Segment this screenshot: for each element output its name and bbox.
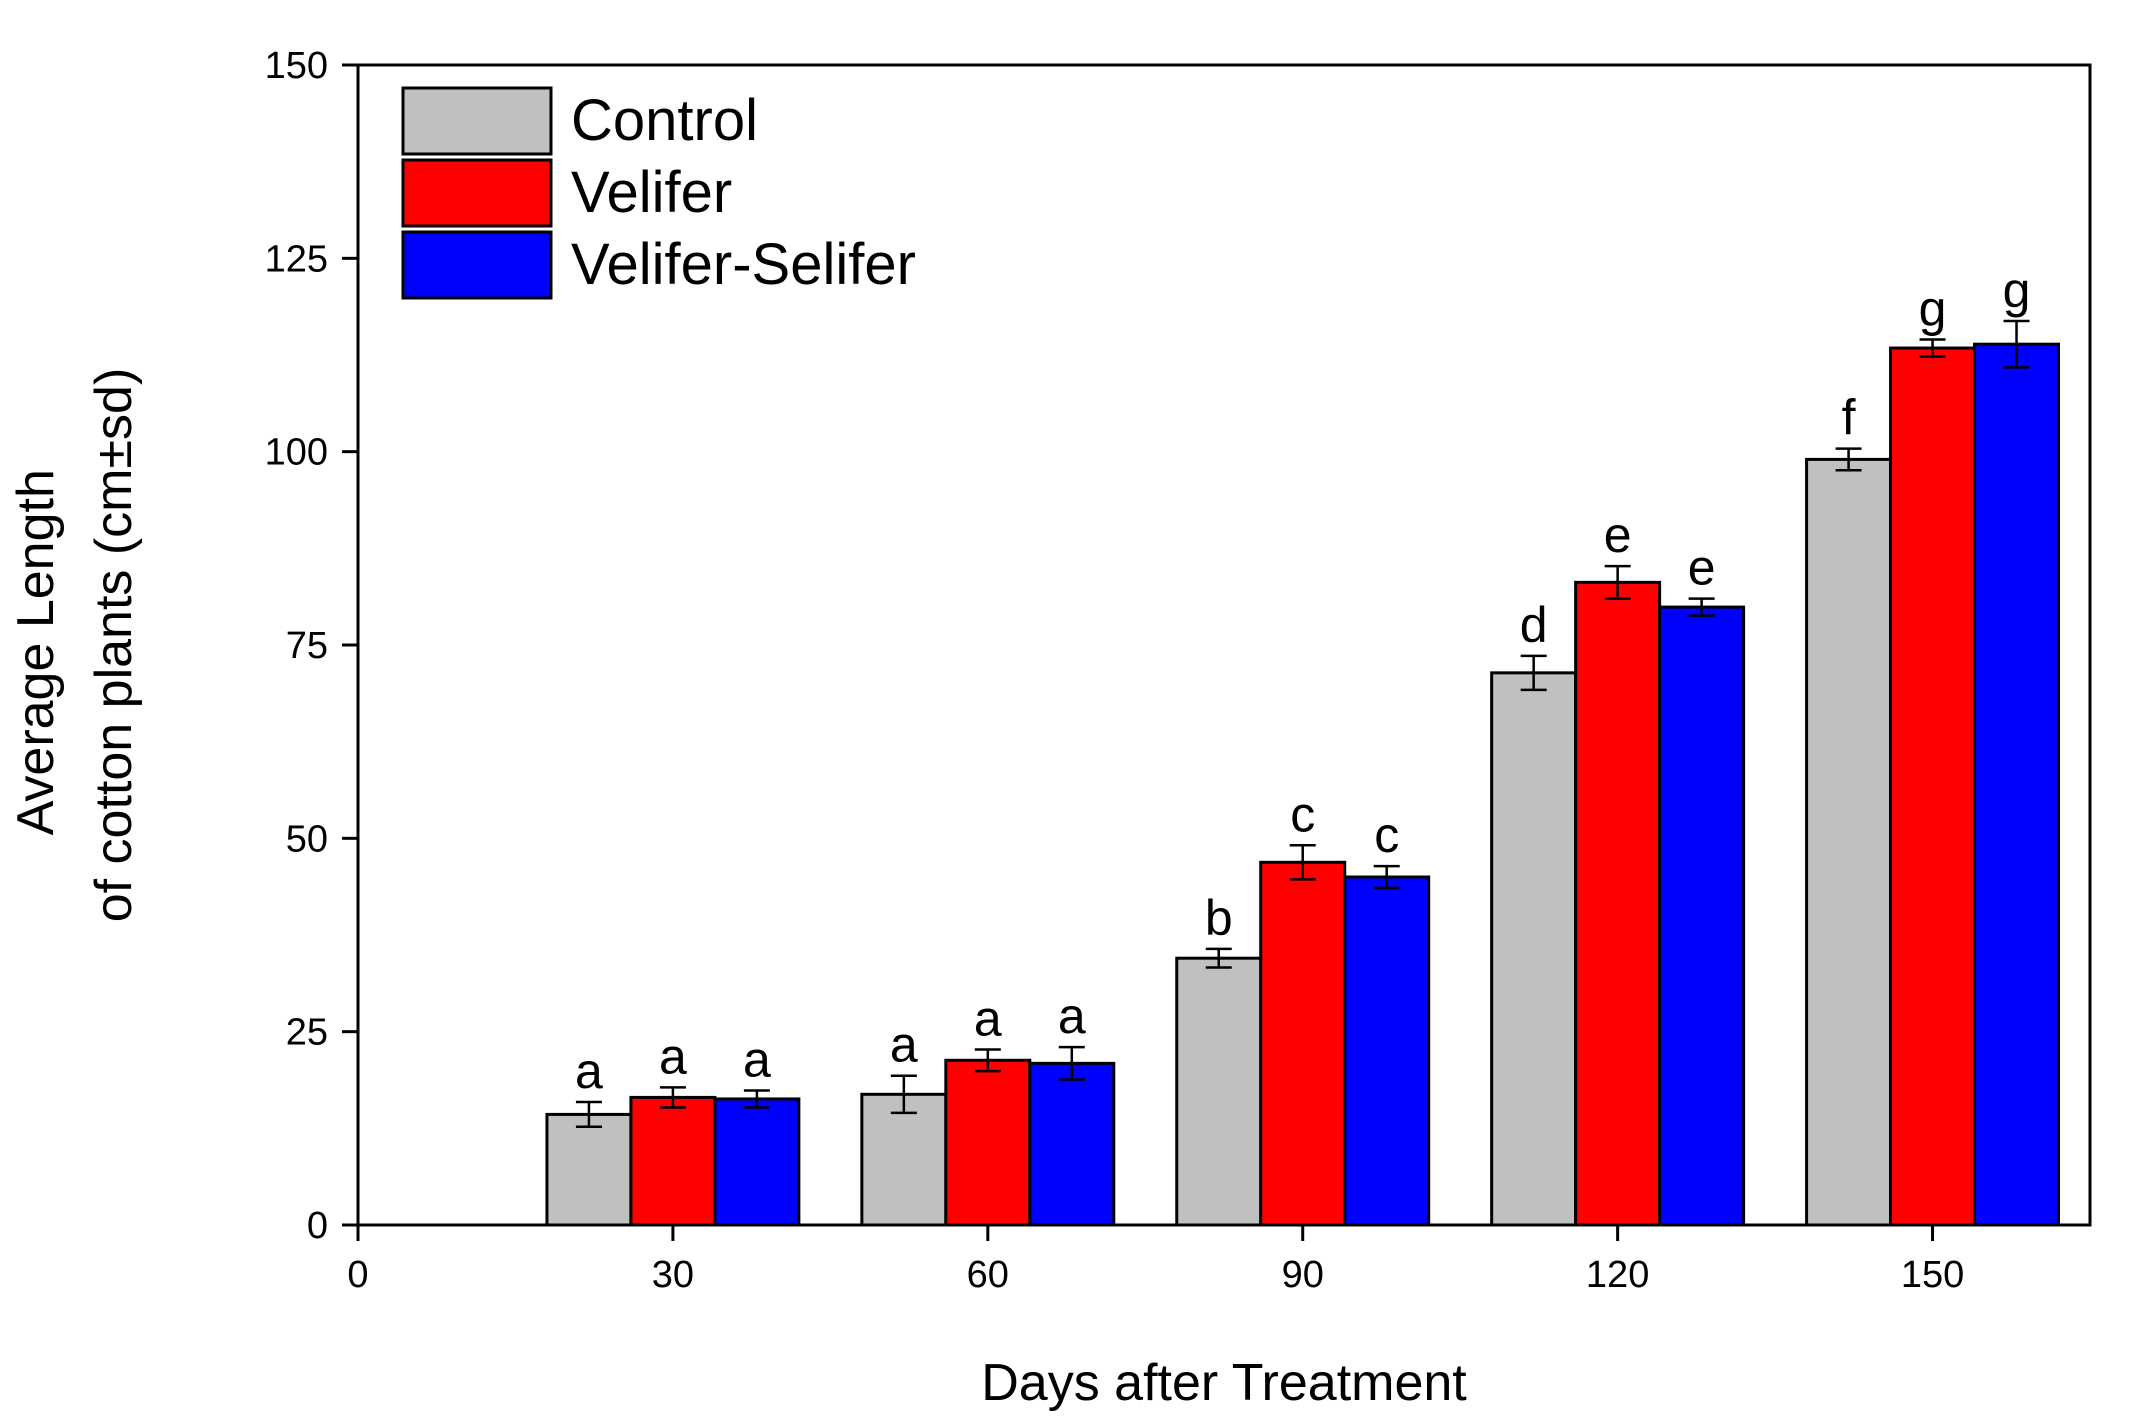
error-bar-control-60 bbox=[890, 1074, 917, 1115]
y-axis-title-line-2: of cotton plants (cm±sd) bbox=[85, 368, 143, 923]
y-tick-label-150: 150 bbox=[265, 45, 328, 87]
legend: Control Velifer Velifer-Selifer bbox=[401, 86, 916, 300]
bar-velifer-60 bbox=[944, 1058, 1032, 1227]
legend-swatch-control bbox=[401, 86, 553, 156]
bar-velifer-90 bbox=[1259, 860, 1347, 1227]
bar-velifer-selifer-90 bbox=[1343, 875, 1431, 1227]
error-bar-control-30 bbox=[575, 1100, 602, 1129]
legend-label-control: Control bbox=[571, 88, 758, 153]
error-bar-velifer-selifer-150 bbox=[2003, 319, 2030, 369]
y-tick-label-0: 0 bbox=[307, 1205, 328, 1247]
bar-control-150 bbox=[1805, 457, 1893, 1227]
x-tick-label-30: 30 bbox=[652, 1254, 694, 1296]
significance-letter-velifer-30: a bbox=[659, 1028, 687, 1084]
error-bar-control-90 bbox=[1205, 947, 1232, 969]
significance-letter-control-90: b bbox=[1205, 890, 1233, 946]
bar-control-90 bbox=[1175, 956, 1263, 1227]
significance-letter-velifer-selifer-90: c bbox=[1374, 807, 1399, 863]
bar-velifer-selifer-120 bbox=[1658, 605, 1746, 1227]
error-bar-velifer-selifer-90 bbox=[1373, 864, 1400, 890]
significance-letter-velifer-150: g bbox=[1919, 281, 1947, 337]
error-bar-velifer-selifer-60 bbox=[1058, 1045, 1085, 1081]
error-bar-control-150 bbox=[1835, 447, 1862, 472]
error-bar-control-120 bbox=[1520, 654, 1547, 692]
axes-layer: 0 30 60 90 120 150 0 25 50 75 100 125 150 bbox=[265, 45, 1965, 1296]
error-bar-velifer-selifer-120 bbox=[1688, 597, 1715, 617]
y-tick-label-100: 100 bbox=[265, 432, 328, 474]
bar-velifer-selifer-30 bbox=[713, 1097, 801, 1227]
legend-swatch-velifer bbox=[401, 158, 553, 228]
y-tick-label-25: 25 bbox=[286, 1012, 328, 1054]
bar-control-60 bbox=[860, 1092, 948, 1227]
significance-letter-control-30: a bbox=[575, 1043, 603, 1099]
error-bars-layer bbox=[575, 319, 2030, 1129]
significance-letter-velifer-60: a bbox=[974, 990, 1002, 1046]
bar-control-30 bbox=[545, 1112, 633, 1227]
legend-label-velifer-selifer: Velifer-Selifer bbox=[571, 232, 916, 297]
y-tick-label-125: 125 bbox=[265, 238, 328, 280]
bar-control-120 bbox=[1490, 671, 1578, 1227]
y-tick-label-75: 75 bbox=[286, 625, 328, 667]
significance-letter-control-120: d bbox=[1520, 597, 1548, 653]
x-axis-title: Days after Treatment bbox=[981, 1354, 1467, 1412]
bar-velifer-120 bbox=[1574, 580, 1662, 1227]
bars-layer bbox=[545, 342, 2061, 1227]
legend-swatch-velifer-selifer bbox=[401, 230, 553, 300]
significance-letter-velifer-selifer-150: g bbox=[2003, 262, 2031, 318]
significance-letter-velifer-selifer-30: a bbox=[743, 1031, 771, 1087]
bar-velifer-selifer-150 bbox=[1973, 342, 2061, 1227]
significance-letter-velifer-selifer-120: e bbox=[1688, 540, 1716, 596]
bar-velifer-selifer-60 bbox=[1028, 1061, 1116, 1227]
x-tick-label-0: 0 bbox=[347, 1254, 368, 1296]
x-tick-label-90: 90 bbox=[1282, 1254, 1324, 1296]
y-axis-title-line-1: Average Length bbox=[7, 469, 65, 835]
error-bar-velifer-60 bbox=[974, 1048, 1001, 1073]
significance-letter-control-150: f bbox=[1842, 390, 1856, 446]
error-bar-velifer-120 bbox=[1604, 564, 1631, 600]
legend-label-velifer: Velifer bbox=[571, 160, 732, 225]
y-axis-title: Average Length of cotton plants (cm±sd) bbox=[7, 368, 143, 923]
bar-velifer-30 bbox=[629, 1095, 717, 1227]
error-bar-velifer-selifer-30 bbox=[743, 1089, 770, 1109]
significance-letter-velifer-selifer-60: a bbox=[1058, 988, 1086, 1044]
significance-letter-velifer-120: e bbox=[1604, 507, 1632, 563]
error-bar-velifer-30 bbox=[659, 1086, 686, 1109]
y-tick-label-50: 50 bbox=[286, 818, 328, 860]
x-tick-label-120: 120 bbox=[1586, 1254, 1649, 1296]
x-tick-label-150: 150 bbox=[1901, 1254, 1964, 1296]
error-bar-velifer-90 bbox=[1289, 844, 1316, 881]
x-tick-label-60: 60 bbox=[967, 1254, 1009, 1296]
significance-letter-velifer-90: c bbox=[1290, 786, 1315, 842]
error-bar-velifer-150 bbox=[1919, 338, 1946, 358]
significance-letter-control-60: a bbox=[890, 1017, 918, 1073]
bar-velifer-150 bbox=[1889, 346, 1977, 1227]
